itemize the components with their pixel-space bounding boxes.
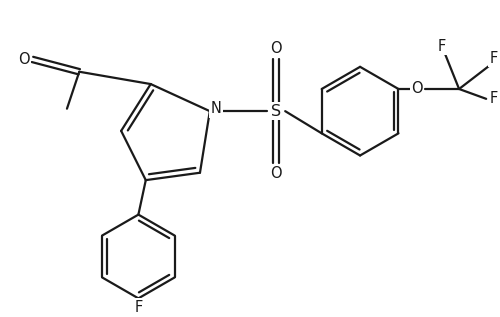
Text: O: O bbox=[270, 166, 282, 181]
Text: O: O bbox=[270, 41, 282, 56]
Text: F: F bbox=[134, 300, 142, 315]
Text: F: F bbox=[490, 91, 498, 106]
Text: O: O bbox=[18, 52, 30, 67]
Text: F: F bbox=[438, 39, 446, 54]
Text: O: O bbox=[412, 81, 423, 96]
Text: S: S bbox=[272, 104, 281, 119]
Text: F: F bbox=[490, 51, 498, 66]
Text: N: N bbox=[210, 101, 221, 116]
